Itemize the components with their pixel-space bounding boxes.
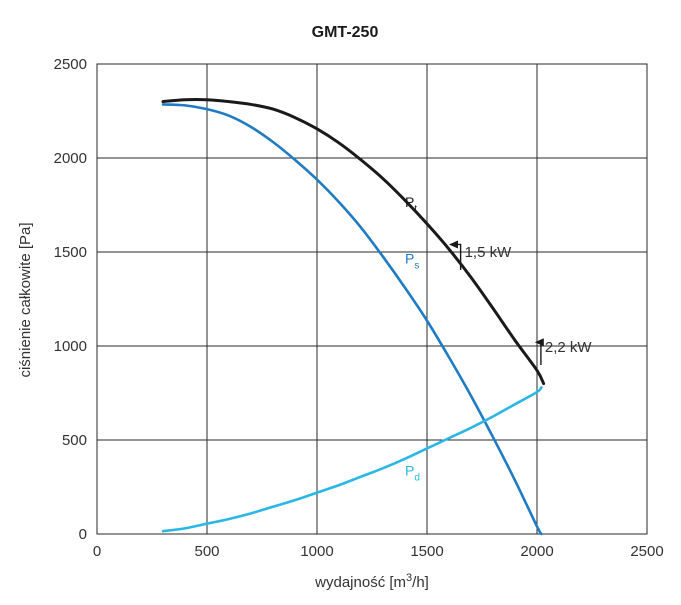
series-label-sub: d	[414, 473, 420, 484]
series-label-sub: t	[414, 204, 417, 215]
x-tick-label: 1000	[300, 543, 333, 560]
y-tick-label: 2500	[54, 56, 87, 73]
series-label-pd: Pd	[405, 463, 420, 484]
series-label-main: P	[405, 250, 414, 266]
x-axis-label: wydajność [m3/h]	[314, 572, 429, 591]
x-tick-label: 2000	[520, 543, 553, 560]
y-tick-label: 2000	[54, 150, 87, 167]
series-line-pd	[163, 387, 541, 531]
plot-area-border	[97, 64, 647, 534]
y-tick-label: 1500	[54, 244, 87, 261]
tick-labels: 0 500 1000 1500 2000 2500 0 500 1000 1500 2000 2500	[54, 56, 664, 560]
y-tick-label: 500	[62, 432, 87, 449]
x-tick-label: 1500	[410, 543, 443, 560]
y-tick-label: 1000	[54, 338, 87, 355]
series-label-main: P	[405, 194, 414, 210]
grid	[97, 64, 647, 534]
series-label-sub: s	[414, 260, 419, 271]
annotation-label-1: 2,2 kW	[545, 339, 593, 356]
annotation-arrow-0	[449, 240, 458, 248]
x-axis-label-main: wydajność [m	[314, 574, 406, 591]
chart-title: GMT-250	[312, 24, 379, 41]
x-tick-label: 500	[194, 543, 219, 560]
series-label-pt: Pt	[405, 194, 417, 215]
x-tick-label: 0	[93, 543, 101, 560]
series-line-pt	[163, 99, 544, 383]
x-axis-label-end: /h]	[412, 574, 429, 591]
series-label-ps: Ps	[405, 250, 419, 271]
annotation-arrow-1	[535, 338, 544, 346]
y-axis-label: ciśnienie całkowite [Pa]	[17, 222, 34, 377]
x-tick-label: 2500	[630, 543, 663, 560]
series-label-main: P	[405, 463, 414, 479]
series-line-ps	[163, 104, 541, 534]
annotation-label-0: 1,5 kW	[465, 244, 513, 261]
y-tick-label: 0	[79, 526, 87, 543]
